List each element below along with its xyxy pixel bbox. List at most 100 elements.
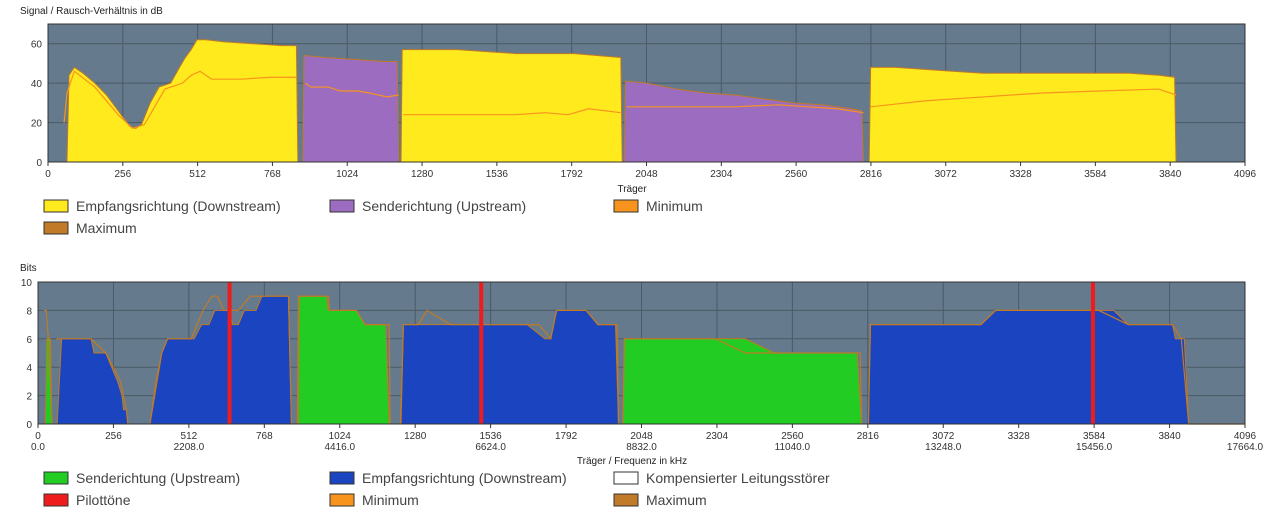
x-tick-label: 256 [114,169,131,180]
legend-label: Empfangsrichtung (Downstream) [362,470,567,486]
legend-swatch [43,221,69,235]
series-area-empfangsrichtung-downstream- [867,309,1094,425]
legend-label: Senderichtung (Upstream) [362,198,526,214]
y-tick-label: 0 [36,158,42,169]
bits-lines [43,295,1245,425]
y-tick-label: 60 [31,40,43,51]
y-tick-label: 4 [26,363,32,374]
series-area-senderichtung-upstream- [623,80,864,163]
legend-swatch [329,199,355,213]
line-maximum [296,295,391,425]
x-tick-label: 2816 [857,431,880,442]
legend-swatch [613,199,639,213]
y-tick-label: 0 [26,420,32,431]
x-tick-label: 2560 [785,169,808,180]
x-tick-label: 1792 [561,169,584,180]
y-tick-label: 8 [26,306,32,317]
x-tick-label: 3584 [1084,169,1107,180]
x-tick-label: 3840 [1158,431,1181,442]
bits-xlabel: Träger / Frequenz in kHz [577,456,687,467]
freq-tick-label: 0.0 [31,442,45,453]
line-maximum [622,338,863,425]
line-maximum [399,309,620,425]
freq-tick-label: 15456.0 [1076,442,1113,453]
x-tick-label: 1792 [555,431,578,442]
y-tick-label: 40 [31,79,43,90]
line-minimum [63,70,297,130]
freq-tick-label: 2208.0 [174,442,205,453]
snr-lines [63,70,1177,130]
freq-tick-label: 13248.0 [925,442,962,453]
x-tick-label: 1280 [404,431,427,442]
snr-areas [66,39,1177,163]
series-area-empfangsrichtung-downstream- [66,39,299,163]
x-tick-label: 2816 [860,169,883,180]
y-tick-label: 2 [26,392,32,403]
x-tick-label: 2048 [630,431,653,442]
series-area-senderichtung-upstream- [302,54,400,163]
snr-ylabel: Signal / Rausch-Verhältnis in dB [20,6,163,17]
legend-label: Minimum [362,492,419,508]
x-tick-label: 0 [45,169,51,180]
freq-tick-label: 4416.0 [324,442,355,453]
line-maximum [867,309,1245,425]
legend-label: Maximum [76,220,137,236]
series-area-empfangsrichtung-downstream- [868,66,1177,163]
series-area-empfangsrichtung-downstream- [400,49,623,163]
x-tick-label: 2304 [710,169,733,180]
bits-ylabel: Bits [20,263,37,274]
x-tick-label: 3840 [1159,169,1182,180]
x-tick-label: 768 [264,169,281,180]
x-tick-label: 256 [105,431,122,442]
snr-x-ticks: 0 256 512 768 1024 1280 1536 1792 2048 2304 2560 28… [45,162,1257,180]
x-tick-label: 2304 [706,431,729,442]
y-tick-label: 6 [26,335,32,346]
x-tick-label: 0 [35,431,41,442]
line-minimum [304,82,399,98]
x-tick-label: 3072 [935,169,958,180]
legend-label: Kompensierter Leitungsstörer [646,470,830,486]
legend-swatch [43,493,69,507]
y-tick-label: 10 [21,278,33,289]
pilot-tone-bar [479,282,484,424]
legend-label: Senderichtung (Upstream) [76,470,240,486]
pilot-tone-bar [227,282,232,424]
bits-chart: Bits 0 2 4 6 8 10 0 256 512 768 1024 1280 1536 1792 2… [20,263,1264,508]
x-tick-label: 3328 [1008,431,1031,442]
legend-label: Pilottöne [76,492,131,508]
freq-tick-label: 8832.0 [626,442,657,453]
line-minimum [403,108,621,116]
bits-pilot-tones [227,282,1095,424]
snr-chart: Signal / Rausch-Verhältnis in dB 0 20 40 60… [20,6,1257,236]
legend-label: Minimum [646,198,703,214]
legend-swatch [43,199,69,213]
bits-y-ticks: 0 2 4 6 8 10 [21,278,33,431]
x-tick-label: 2048 [635,169,658,180]
legend-label: Empfangsrichtung (Downstream) [76,198,281,214]
x-tick-label: 1024 [336,169,359,180]
y-tick-label: 20 [31,119,43,130]
x-tick-label: 768 [256,431,273,442]
x-tick-label: 3072 [932,431,955,442]
snr-legend: Empfangsrichtung (Downstream) Senderichtu… [43,198,703,236]
x-tick-label: 3584 [1083,431,1106,442]
x-tick-label: 4096 [1234,431,1257,442]
x-tick-label: 512 [181,431,198,442]
series-area-empfangsrichtung-downstream- [400,324,481,425]
snr-xlabel: Träger [617,184,647,195]
legend-swatch [613,471,639,485]
pilot-tone-bar [1090,282,1095,424]
snr-y-ticks: 0 20 40 60 [31,40,43,169]
x-tick-label: 1536 [486,169,509,180]
x-tick-label: 1024 [329,431,352,442]
x-tick-label: 4096 [1234,169,1257,180]
legend-label: Maximum [646,492,707,508]
legend-swatch [613,493,639,507]
x-tick-label: 1536 [480,431,503,442]
x-tick-label: 1280 [411,169,434,180]
line-maximum [56,338,129,425]
bits-freq-ticks: 0.0 2208.0 4416.0 6624.0 8832.0 11040.0 13248.… [31,442,1263,453]
legend-swatch [329,471,355,485]
freq-tick-label: 17664.0 [1227,442,1264,453]
